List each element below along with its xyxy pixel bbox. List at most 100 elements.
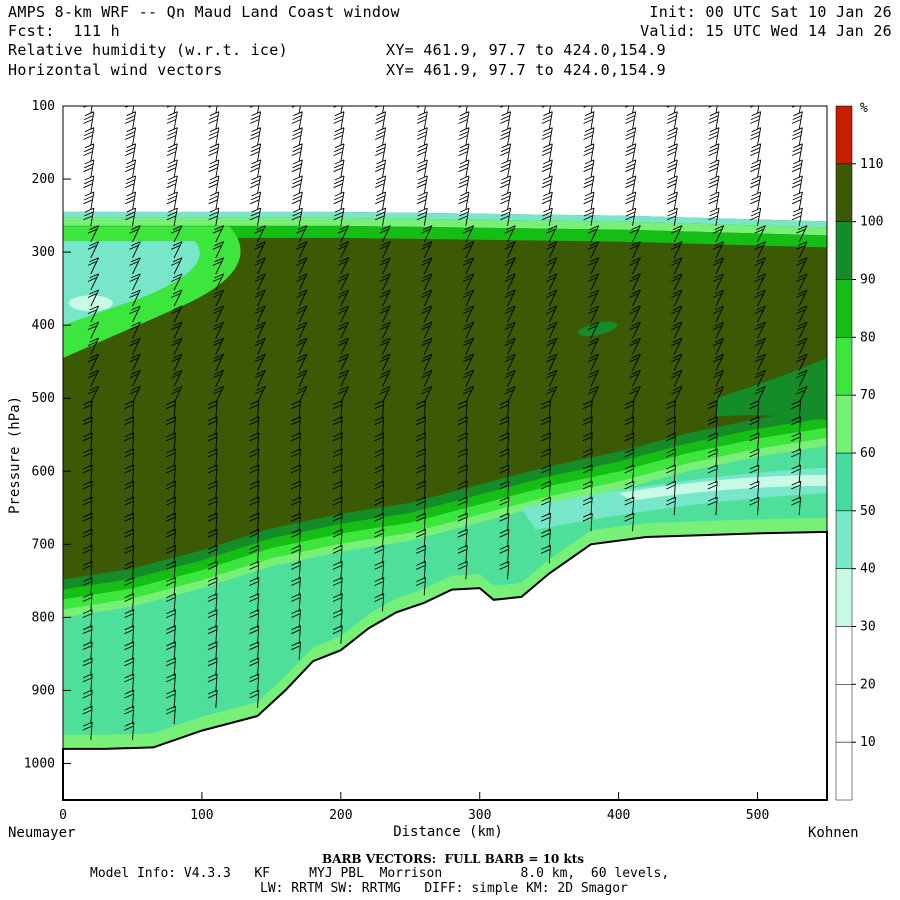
wind-barb-flag (381, 257, 391, 263)
wind-barb-flag (708, 106, 713, 108)
wind-barb-flag (381, 337, 391, 343)
wind-barb-shaft (298, 400, 301, 419)
wind-barb-flag (672, 385, 683, 391)
wind-barb-flag (668, 159, 678, 165)
wind-barb-flag (125, 131, 136, 137)
wind-barb-flag (333, 135, 343, 140)
wind-barb-shaft (715, 111, 720, 130)
wind-barb-flag (416, 215, 427, 221)
wind-barb-flag (333, 416, 343, 422)
wind-barb-shaft (423, 561, 426, 580)
wind-barb-flag (256, 321, 266, 327)
wind-barb-flag (166, 560, 176, 566)
wind-barb-flag (292, 131, 302, 137)
colorbar-swatch (835, 510, 853, 569)
wind-barb-flag (166, 119, 177, 124)
wind-barb-flag (625, 135, 635, 140)
wind-barb-flag (756, 273, 766, 279)
wind-barb-flag (417, 115, 427, 121)
wind-barb-shaft (507, 106, 510, 114)
wind-barb-flag (339, 241, 349, 247)
wind-barb-flag (459, 115, 469, 121)
wind-barb-flag (793, 96, 802, 100)
wind-barb-flag (296, 325, 306, 331)
wind-barb-flag (209, 127, 220, 133)
wind-barb-flag (754, 228, 764, 234)
wind-barb-flag (672, 225, 683, 231)
wind-barb-flag (125, 211, 136, 217)
wind-barb-flag (172, 241, 183, 247)
wind-barb-flag (82, 400, 93, 406)
wind-barb-flag (462, 341, 473, 347)
wind-barb-flag (381, 369, 391, 375)
wind-barb-flag (458, 106, 463, 108)
wind-barb-flag (625, 163, 636, 169)
wind-barb-shaft (548, 416, 551, 435)
wind-barb-shaft (298, 305, 308, 323)
wind-barb-flag (708, 215, 718, 221)
wind-barb-shaft (798, 386, 808, 403)
wind-barb-flag (291, 625, 301, 631)
wind-barb-shaft (173, 673, 176, 692)
wind-barb-flag (375, 115, 386, 121)
wind-barb-flag (583, 464, 593, 470)
wind-barb-shaft (90, 481, 93, 500)
wind-barb-flag (793, 143, 803, 149)
wind-barb-flag (291, 548, 301, 554)
wind-barb-shaft (215, 159, 220, 178)
wind-barb-flag (129, 341, 139, 347)
wind-barb-flag (125, 163, 136, 169)
wind-barb-flag (256, 289, 266, 295)
wind-barb-flag (82, 544, 93, 550)
wind-barb-flag (209, 163, 219, 169)
wind-barb-flag (82, 593, 93, 599)
wind-barb-flag (296, 293, 306, 298)
wind-barb-flag (589, 257, 599, 263)
wind-barb-flag (254, 260, 264, 266)
wind-barb-flag (293, 159, 303, 165)
wind-barb-shaft (132, 722, 135, 741)
wind-barb-flag (83, 215, 93, 221)
wind-barb-flag (291, 544, 301, 550)
wind-barb-flag (666, 484, 676, 490)
wind-barb-shaft (132, 593, 135, 612)
wind-barb-shaft (132, 127, 137, 146)
wind-barb-flag (750, 119, 760, 124)
wind-barb-flag (333, 448, 343, 454)
wind-barb-shaft (382, 481, 385, 500)
wind-barb-shaft (90, 529, 93, 548)
wind-barb-shaft (798, 497, 802, 516)
wind-barb-flag (291, 135, 302, 140)
wind-barb-flag (291, 629, 301, 635)
wind-barb-flag (797, 305, 808, 311)
wind-barb-shaft (507, 159, 512, 178)
wind-barb-flag (500, 215, 510, 221)
wind-barb-flag (208, 135, 218, 140)
wind-barb-flag (708, 432, 718, 438)
wind-barb-flag (751, 127, 761, 133)
wind-barb-flag (707, 404, 718, 410)
wind-barb-flag (209, 175, 220, 181)
wind-barb-flag (249, 404, 259, 410)
wind-barb-flag (124, 480, 134, 486)
wind-barb-shaft (382, 257, 391, 275)
wind-barb-flag (291, 468, 301, 474)
wind-barb-flag (707, 436, 718, 442)
wind-barb-flag (249, 512, 259, 518)
wind-barb-shaft (632, 481, 635, 500)
wind-barb-flag (418, 143, 428, 149)
wind-barb-flag (84, 143, 95, 149)
wind-barb-flag (416, 448, 426, 454)
wind-barb-flag (293, 100, 302, 104)
wind-barb-flag (291, 577, 301, 582)
wind-barb-flag (82, 629, 92, 635)
wind-barb-flag (250, 119, 260, 124)
wind-barb-flag (249, 436, 259, 442)
wind-barb-flag (207, 464, 218, 470)
wind-barb-flag (168, 127, 178, 133)
wind-barb-shaft (423, 273, 433, 291)
wind-barb-flag (672, 337, 683, 343)
wind-barb-flag (84, 159, 95, 165)
wind-barb-flag (374, 577, 384, 582)
wind-barb-flag (82, 673, 93, 679)
